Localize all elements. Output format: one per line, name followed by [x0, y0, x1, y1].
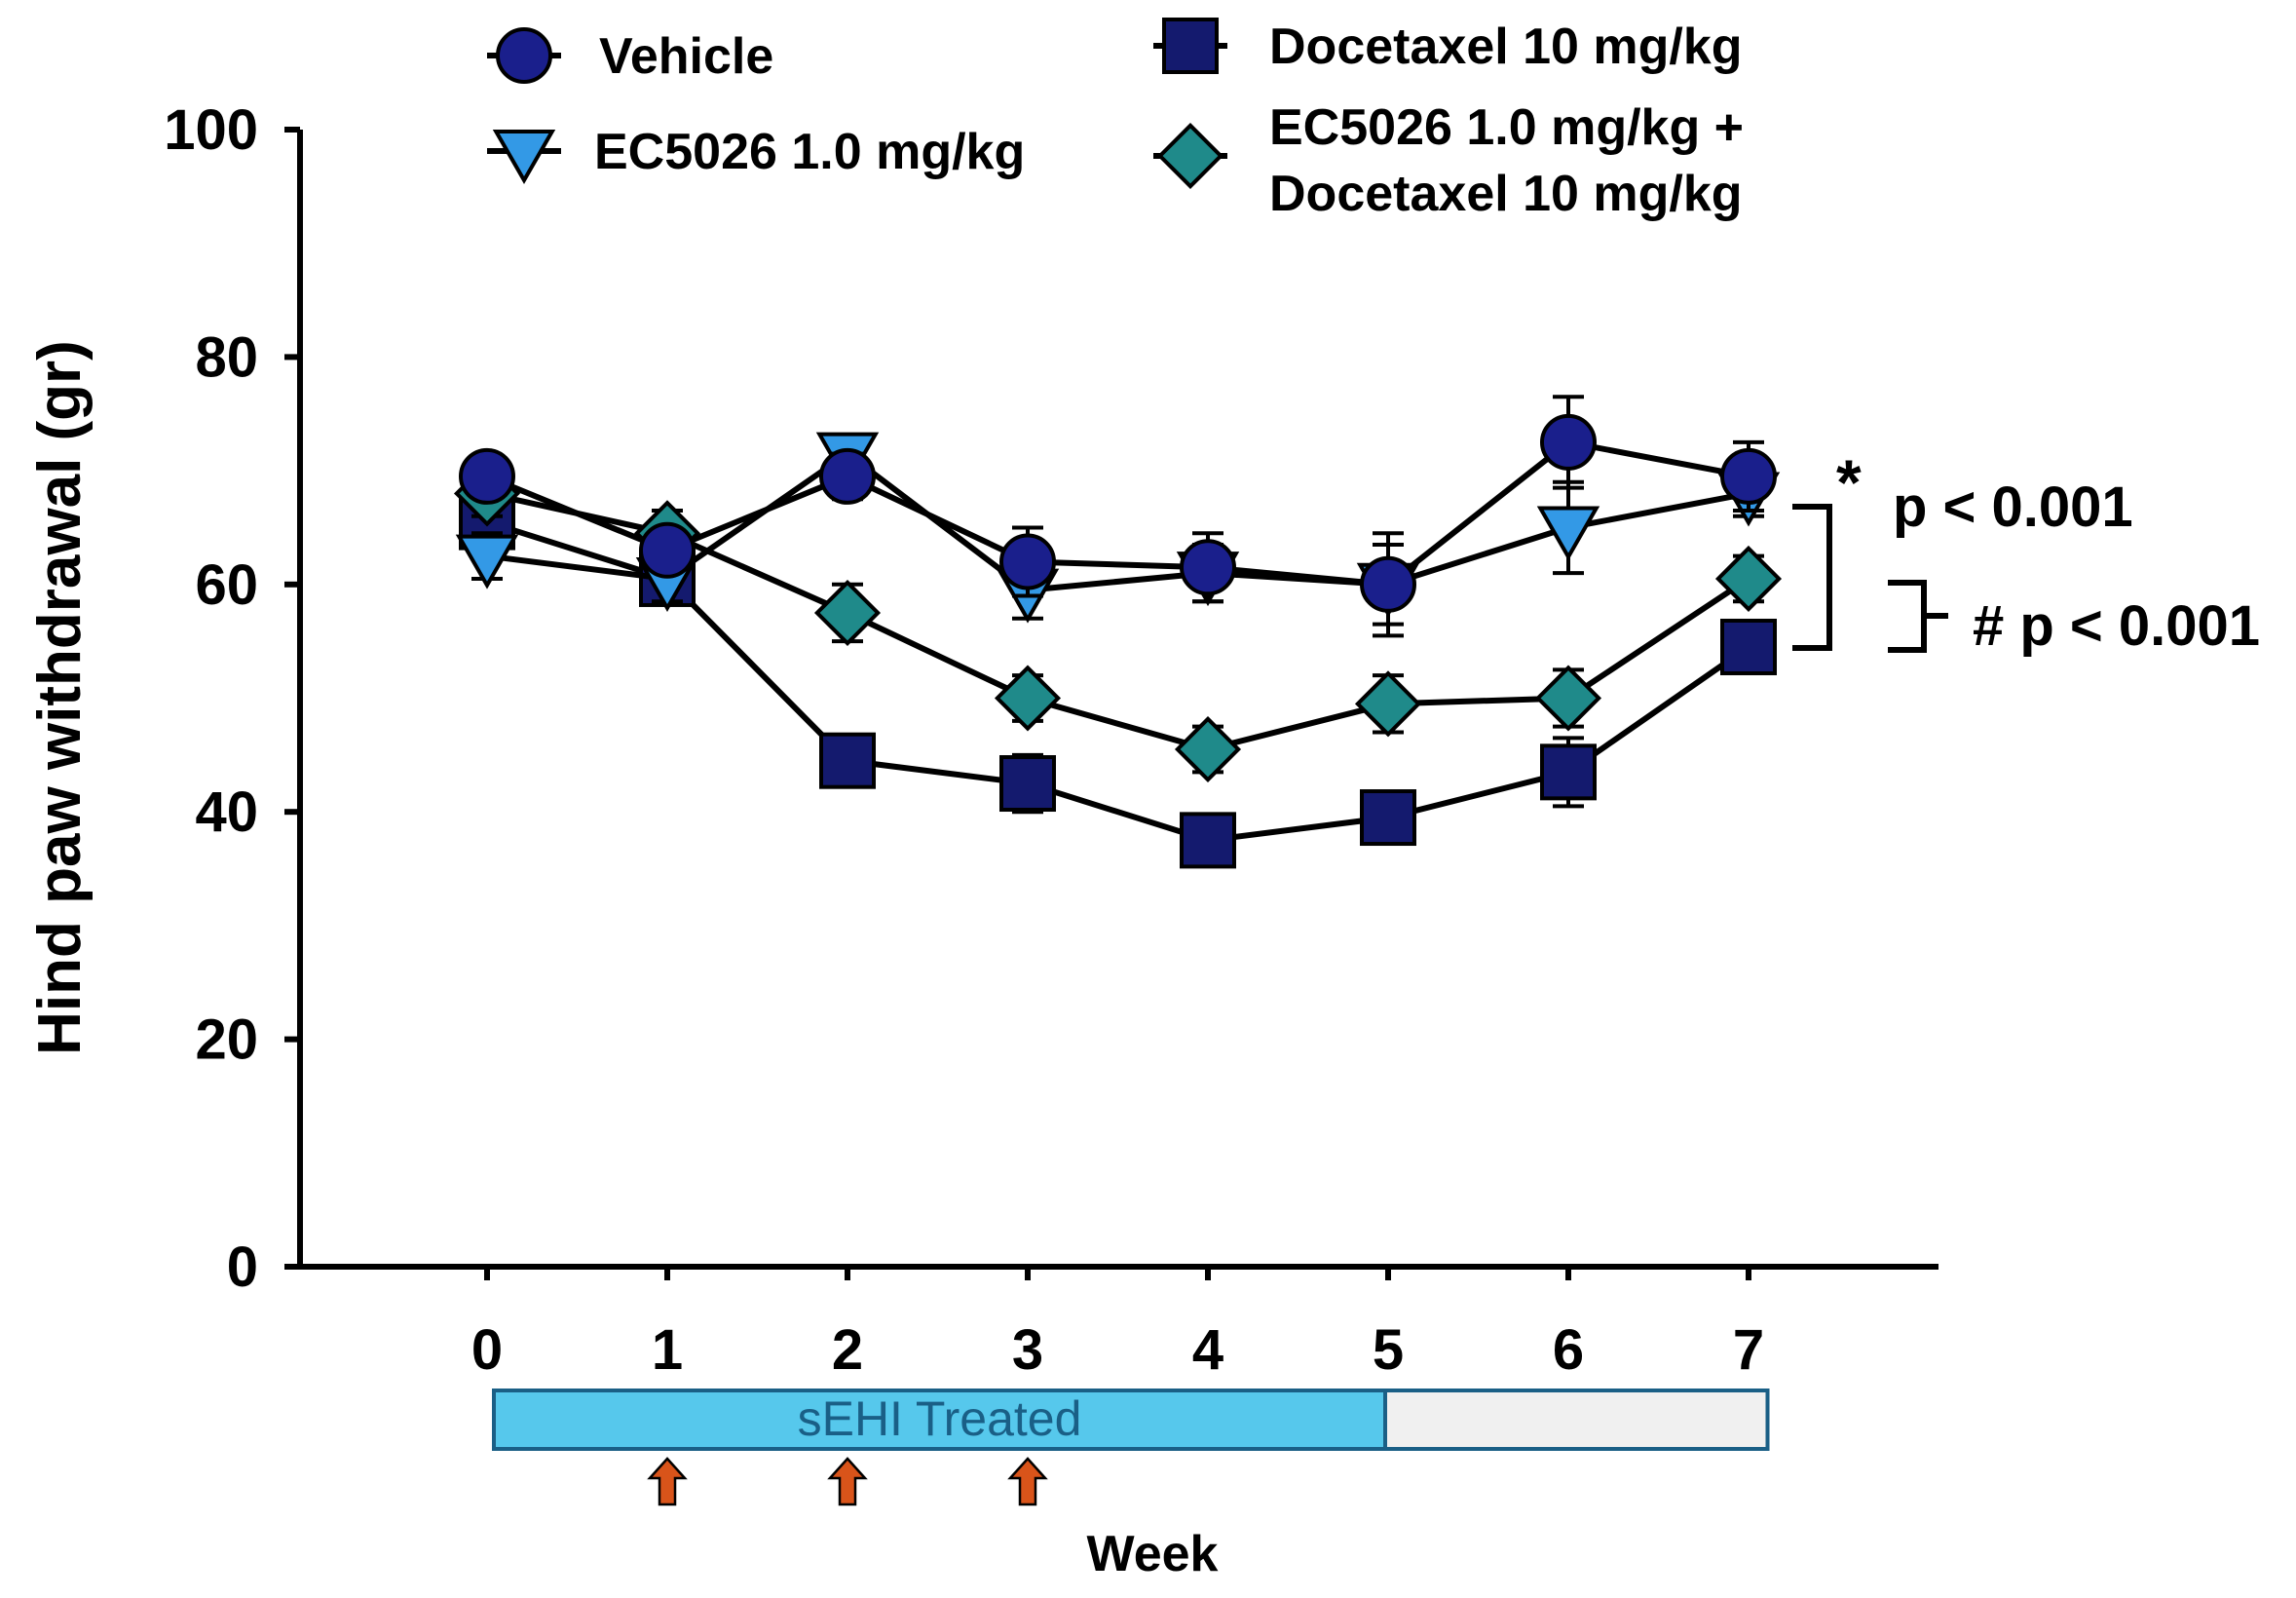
x-tick-label: 6: [1553, 1318, 1584, 1382]
legend-label: EC5026 1.0 mg/kg +: [1269, 99, 1744, 156]
post-treatment-bar: [1383, 1389, 1770, 1451]
data-point: [1536, 506, 1600, 561]
legend-marker: [496, 27, 552, 84]
significance-annotations: * p < 0.001 # p < 0.001: [1792, 446, 2260, 658]
x-tick-label: 0: [471, 1318, 503, 1382]
legend-label: Vehicle: [599, 28, 773, 85]
data-point: [459, 447, 515, 505]
data-point: [1540, 743, 1597, 801]
hash-p-value: # p < 0.001: [1973, 594, 2260, 658]
data-point: [1360, 789, 1416, 847]
data-point: [639, 521, 696, 579]
y-tick-label: 60: [195, 553, 258, 617]
data-point: [1540, 413, 1597, 471]
star-symbol: *: [1836, 446, 1862, 518]
dose-arrow-icon: [1007, 1457, 1048, 1506]
axes: 0 20 40 60 80 100 0 1 2 3 4 5 6 7 Hind paw withdrawal …: [26, 98, 1938, 1582]
treatment-label: sEHI Treated: [798, 1391, 1082, 1446]
data-point: [1720, 618, 1777, 675]
x-tick-label: 2: [832, 1318, 863, 1382]
legend-entry: Docetaxel 10 mg/kg: [1153, 18, 1743, 75]
dose-arrow-icon: [827, 1457, 868, 1506]
hash-bracket: [1888, 580, 1927, 653]
data-point: [819, 732, 876, 789]
series-line: [485, 438, 1750, 588]
legend-marker: [492, 130, 556, 185]
y-tick-label: 20: [195, 1008, 258, 1072]
treatment-timeline: sEHI Treated: [492, 1389, 1770, 1506]
y-tick-label: 0: [227, 1236, 258, 1299]
legend-marker: [1156, 122, 1224, 190]
data-point: [1174, 715, 1242, 783]
legend-label: Docetaxel 10 mg/kg: [1269, 166, 1743, 222]
data-point: [1354, 670, 1422, 738]
y-axis-label: Hind paw withdrawal (gr): [26, 340, 94, 1055]
data-point: [1720, 447, 1777, 505]
legend-marker: [1162, 18, 1219, 74]
legend-label: Docetaxel 10 mg/kg: [1269, 19, 1743, 75]
treatment-bar: [492, 1389, 1387, 1451]
series-line: [486, 518, 1750, 844]
dose-arrow-icon: [647, 1457, 688, 1506]
data-point: [1180, 539, 1236, 596]
data-point: [819, 447, 876, 505]
data-point: [1534, 665, 1602, 732]
star-bracket: [1792, 504, 1832, 651]
series-1: [459, 395, 1777, 638]
x-tick-label: 5: [1373, 1318, 1404, 1382]
x-axis-label: Week: [1087, 1526, 1219, 1582]
x-tick-label: 7: [1733, 1318, 1764, 1382]
data-point: [999, 533, 1056, 590]
y-tick-label: 40: [195, 780, 258, 844]
y-tick-label: 100: [164, 98, 258, 162]
legend-entry: EC5026 1.0 mg/kg + Docetaxel 10 mg/kg: [1153, 99, 1744, 222]
data-point: [1714, 545, 1783, 612]
data-point: [813, 579, 882, 647]
legend-entry: EC5026 1.0 mg/kg: [487, 124, 1025, 185]
x-tick-label: 3: [1012, 1318, 1043, 1382]
x-tick-label: 1: [652, 1318, 683, 1382]
y-tick-label: 80: [195, 325, 258, 389]
star-p-value: p < 0.001: [1893, 476, 2133, 539]
legend-label: EC5026 1.0 mg/kg: [594, 124, 1025, 180]
data-point: [999, 755, 1056, 813]
data-point: [455, 534, 519, 590]
legend-entry: Vehicle: [487, 27, 773, 85]
data-point: [1360, 555, 1416, 613]
x-tick-label: 4: [1192, 1318, 1223, 1382]
data-point: [994, 665, 1062, 732]
series-layer: [453, 395, 1783, 869]
legend: Vehicle EC5026 1.0 mg/kg Docetaxel 10 mg/k…: [487, 18, 1744, 222]
data-point: [1180, 812, 1236, 869]
